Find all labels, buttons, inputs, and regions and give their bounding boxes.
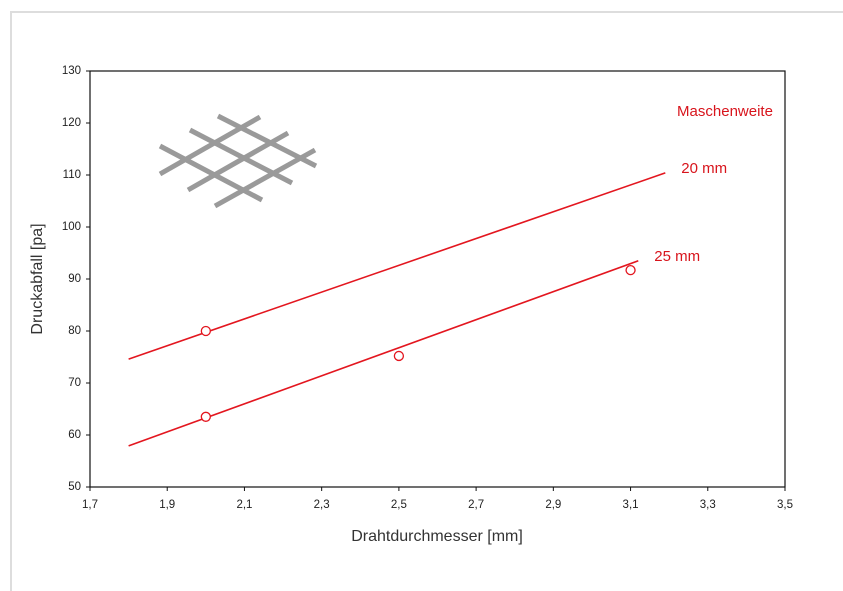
y-tick-label: 50 xyxy=(68,481,81,493)
x-tick-label: 3,5 xyxy=(777,499,793,511)
x-tick-label: 1,7 xyxy=(82,499,98,511)
y-axis-title: Druckabfall [pa] xyxy=(29,223,46,334)
x-tick-label: 2,9 xyxy=(545,499,561,511)
x-tick-label: 3,1 xyxy=(623,499,639,511)
x-tick-label: 3,3 xyxy=(700,499,716,511)
y-tick-label: 100 xyxy=(62,221,81,233)
x-tick-label: 2,7 xyxy=(468,499,484,511)
marker xyxy=(200,325,211,337)
series-line xyxy=(128,260,639,447)
legend-title: Maschenweite xyxy=(677,103,773,120)
series-line xyxy=(128,172,666,360)
y-tick-label: 120 xyxy=(62,117,81,129)
y-tick-label: 70 xyxy=(68,377,81,389)
mesh-icon xyxy=(158,113,318,209)
y-tick-label: 110 xyxy=(63,169,81,181)
x-tick-label: 2,1 xyxy=(236,499,252,511)
x-tick-label: 2,5 xyxy=(391,499,407,511)
series-label: 20 mm xyxy=(681,160,727,177)
marker xyxy=(625,265,636,276)
series-label: 25 mm xyxy=(654,248,700,265)
x-axis-title: Drahtdurchmesser [mm] xyxy=(351,528,523,545)
marker xyxy=(200,411,211,422)
y-tick-label: 60 xyxy=(68,429,81,441)
x-tick-label: 2,3 xyxy=(314,499,330,511)
x-tick-label: 1,9 xyxy=(159,499,175,511)
y-tick-label: 130 xyxy=(62,65,81,77)
y-tick-label: 90 xyxy=(68,273,81,285)
y-tick-label: 80 xyxy=(68,325,81,337)
marker xyxy=(393,350,405,362)
